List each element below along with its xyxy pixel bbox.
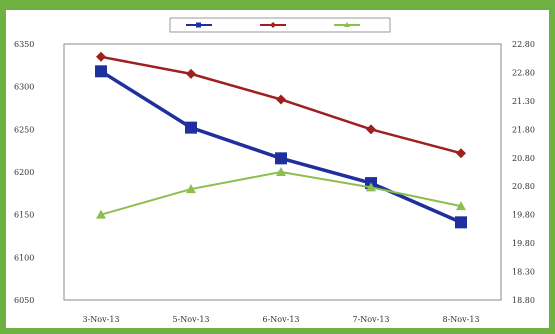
plot-area-border [63, 43, 502, 301]
y-left-tick-label: 6250 [14, 125, 34, 134]
data-point-marker [96, 209, 106, 219]
y-right-tick-label: 20.80 [512, 154, 535, 163]
data-point-marker [185, 121, 197, 134]
right-axis: 22.80 22.80 21.30 21.80 20.80 20.80 19.80 19.80… [512, 40, 535, 305]
legend-marker [196, 22, 201, 28]
y-right-tick-label: 22.80 [512, 68, 535, 77]
data-point-marker [96, 51, 106, 62]
left-axis: 6350 6300 6250 6200 6150 6100 6050 [14, 40, 34, 305]
series-layer [95, 51, 467, 229]
data-point-marker [456, 148, 466, 159]
data-point-marker [275, 152, 287, 165]
x-tick-label: 3-Nov-13 [82, 315, 119, 324]
series-3-line [100, 171, 462, 216]
data-point-marker [186, 184, 196, 194]
data-point-marker [95, 65, 107, 78]
y-left-tick-label: 6050 [14, 296, 34, 305]
y-right-tick-label: 20.80 [512, 182, 535, 191]
series-1 [95, 65, 467, 229]
x-tick-label: 8-Nov-13 [442, 315, 479, 324]
y-right-tick-label: 19.80 [512, 239, 535, 248]
y-right-tick-label: 21.30 [512, 97, 535, 106]
data-point-marker [455, 216, 467, 229]
x-tick-label: 5-Nov-13 [172, 315, 209, 324]
y-right-tick-label: 18.80 [512, 296, 535, 305]
data-point-marker [276, 167, 286, 176]
y-left-tick-label: 6150 [14, 211, 34, 220]
y-left-tick-label: 6100 [14, 253, 34, 262]
x-tick-label: 6-Nov-13 [262, 315, 299, 324]
y-left-tick-label: 6350 [14, 40, 34, 49]
y-right-tick-label: 21.80 [512, 125, 535, 134]
x-tick-label: 7-Nov-13 [352, 315, 389, 324]
y-left-tick-label: 6200 [14, 168, 34, 177]
x-axis: 3-Nov-13 5-Nov-13 6-Nov-13 7-Nov-13 8-Nov-13 [82, 315, 479, 324]
data-point-marker [456, 201, 466, 211]
y-right-tick-label: 18.30 [512, 268, 535, 277]
series-2 [96, 51, 466, 159]
y-right-tick-label: 22.80 [512, 40, 535, 49]
y-right-tick-label: 19.80 [512, 211, 535, 220]
data-point-marker [186, 68, 196, 79]
data-point-marker [276, 94, 286, 105]
data-point-marker [366, 124, 376, 135]
data-point-marker [366, 182, 376, 192]
legend-marker [270, 22, 276, 28]
series-3 [96, 167, 466, 219]
legend [169, 17, 391, 33]
legend-marker [344, 22, 350, 27]
y-left-tick-label: 6300 [14, 83, 34, 92]
